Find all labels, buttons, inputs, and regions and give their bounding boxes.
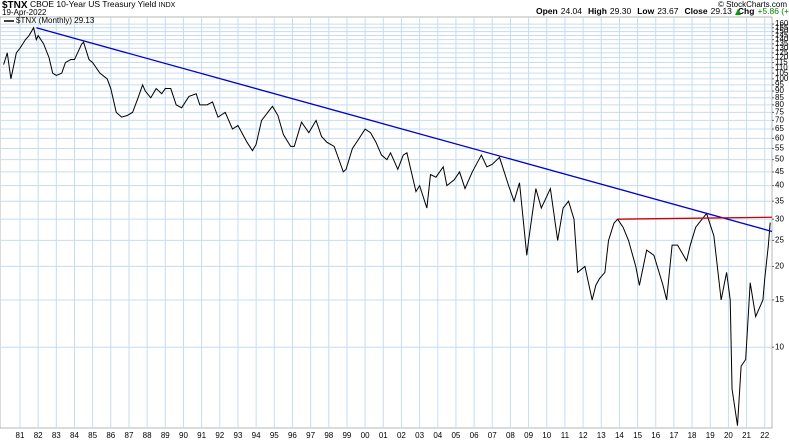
y-tick-label: 45 — [775, 167, 784, 176]
x-tick-label: 92 — [215, 431, 224, 440]
x-tick-label: 84 — [70, 431, 79, 440]
x-tick-label: 89 — [161, 431, 170, 440]
y-tick-label: 40 — [775, 181, 784, 190]
legend-label: $TNX (Monthly) — [16, 16, 72, 25]
y-tick-label: 50 — [775, 155, 784, 164]
x-tick-label: 87 — [125, 431, 134, 440]
y-tick-label: 95 — [775, 80, 784, 89]
y-tick-label: 80 — [775, 100, 784, 109]
x-tick-label: 08 — [506, 431, 515, 440]
y-tick-label: 135 — [775, 39, 789, 48]
y-tick-label: 65 — [775, 124, 784, 133]
trend-line — [617, 216, 773, 220]
symbol: $TNX — [2, 0, 28, 11]
y-tick-label: 60 — [775, 133, 784, 142]
x-tick-label: 07 — [488, 431, 497, 440]
legend-entry: $TNX (Monthly) 29.13 — [16, 16, 95, 25]
x-tick-label: 16 — [651, 431, 660, 440]
x-tick-label: 14 — [615, 431, 624, 440]
x-tick-label: 95 — [270, 431, 279, 440]
x-tick-label: 21 — [742, 431, 751, 440]
quote-label: High — [588, 6, 607, 16]
x-tick-label: 94 — [252, 431, 261, 440]
y-tick-label: 115 — [775, 58, 788, 67]
y-tick-label: 70 — [775, 116, 784, 125]
quote: Open 24.04 High 29.30 Low 23.67 Close 29.13 Chg +… — [536, 6, 789, 16]
quote-value: 29.30 — [610, 6, 632, 16]
x-tick-label: 03 — [415, 431, 424, 440]
x-tick-label: 04 — [433, 431, 442, 440]
quote-label: Close — [684, 6, 707, 16]
x-tick-label: 15 — [633, 431, 642, 440]
quote-value: 29.13 — [711, 6, 733, 16]
y-tick-label: 130 — [775, 43, 789, 52]
y-tick-label: 140 — [775, 35, 789, 44]
x-tick-label: 86 — [106, 431, 115, 440]
x-tick-label: 05 — [451, 431, 460, 440]
copyright: © StockCharts.com — [718, 0, 787, 9]
x-tick-label: 98 — [324, 431, 333, 440]
x-tick-label: 18 — [688, 431, 697, 440]
date: 19-Apr-2022 — [2, 8, 47, 17]
y-tick-label: 160 — [775, 19, 789, 28]
quote-value: +5.86 (+25.16%) — [757, 6, 789, 16]
y-tick-label: 90 — [775, 86, 784, 95]
y-tick-label: 145 — [775, 31, 789, 40]
x-tick-label: 22 — [760, 431, 769, 440]
quote-value: 24.04 — [561, 6, 583, 16]
y-tick-label: 75 — [775, 107, 784, 116]
y-tick-label: 85 — [775, 93, 784, 102]
x-tick-label: 83 — [52, 431, 61, 440]
x-tick-label: 99 — [342, 431, 351, 440]
x-tick-label: 02 — [397, 431, 406, 440]
y-tick-label: 25 — [775, 236, 784, 245]
x-tick-label: 82 — [34, 431, 43, 440]
y-tick-label: 110 — [775, 63, 788, 72]
x-tick-label: 90 — [179, 431, 188, 440]
legend-value: 29.13 — [74, 16, 95, 25]
y-tick-label: 125 — [775, 48, 789, 57]
y-tick-label: 150 — [775, 27, 789, 36]
quote-value: 23.67 — [657, 6, 679, 16]
trend-line — [36, 27, 773, 233]
y-tick-label: 20 — [775, 262, 784, 271]
x-tick-label: 93 — [234, 431, 243, 440]
y-tick-label: 155 — [775, 23, 789, 32]
x-tick-label: 06 — [470, 431, 479, 440]
x-tick-label: 11 — [561, 431, 570, 440]
x-tick-label: 97 — [306, 431, 315, 440]
y-tick-label: 30 — [775, 214, 784, 223]
quote-label: Chg — [738, 6, 755, 16]
x-tick-label: 20 — [724, 431, 733, 440]
x-tick-label: 09 — [524, 431, 533, 440]
x-tick-label: 91 — [197, 431, 206, 440]
y-tick-label: 15 — [775, 295, 784, 304]
y-tick-label: 10 — [775, 342, 784, 351]
y-tick-label: 100 — [775, 74, 789, 83]
x-tick-label: 96 — [288, 431, 297, 440]
x-tick-label: 17 — [669, 431, 678, 440]
y-tick-label: 120 — [775, 53, 789, 62]
x-tick-label: 88 — [143, 431, 152, 440]
up-arrow — [735, 9, 741, 15]
x-tick-label: 19 — [706, 431, 715, 440]
quote-label: Low — [637, 6, 654, 16]
x-tick-label: 85 — [88, 431, 97, 440]
price-line — [3, 26, 771, 426]
quote-label: Open — [536, 6, 558, 16]
y-tick-label: 55 — [775, 144, 784, 153]
x-tick-label: 00 — [361, 431, 370, 440]
header-title: $TNX CBOE 10-Year US Treasury Yield INDX — [2, 0, 176, 11]
y-tick-label: 105 — [775, 68, 789, 77]
exchange: INDX — [159, 2, 176, 9]
x-tick-label: 81 — [16, 431, 25, 440]
x-tick-label: 12 — [579, 431, 588, 440]
x-tick-label: 01 — [379, 431, 388, 440]
x-tick-label: 13 — [597, 431, 606, 440]
y-tick-label: 35 — [775, 196, 784, 205]
symbol-name: CBOE 10-Year US Treasury Yield — [30, 0, 157, 9]
x-tick-label: 10 — [542, 431, 551, 440]
